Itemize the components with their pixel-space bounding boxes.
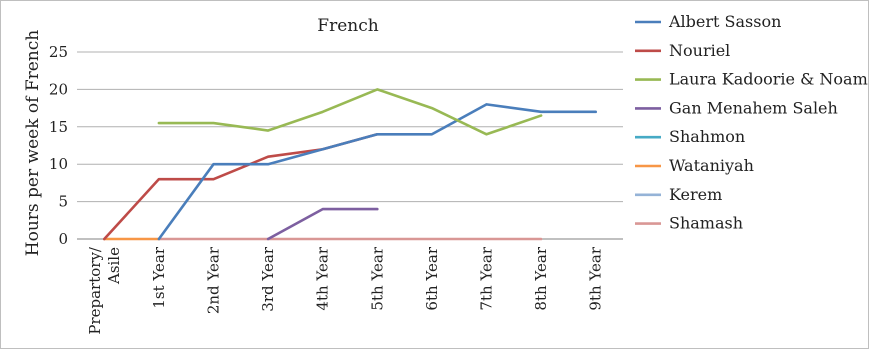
- series-lines: [103, 88, 598, 241]
- legend-label: Nouriel: [669, 41, 730, 60]
- y-tick-label: 10: [49, 155, 68, 173]
- y-axis-ticks: 0 5 10 15 20 25: [49, 43, 68, 248]
- legend-label: Albert Sasson: [668, 12, 781, 31]
- legend-label: Wataniyah: [669, 156, 754, 175]
- x-tick-label-line: Prepartory/: [86, 246, 104, 335]
- x-tick-label-line: Asile: [105, 247, 123, 285]
- x-tick-label: 3rd Year: [259, 246, 277, 312]
- gridlines: [77, 51, 623, 240]
- y-tick-label: 5: [58, 193, 68, 211]
- series-line: [103, 132, 379, 241]
- x-tick-label-line: 4th Year: [314, 246, 332, 310]
- x-tick-label: 4th Year: [314, 246, 332, 310]
- legend-label: Gan Menahem Saleh: [669, 98, 838, 117]
- x-tick-label: 7th Year: [478, 246, 496, 310]
- x-tick-label: 1st Year: [150, 246, 168, 308]
- y-tick-label: 25: [49, 43, 68, 61]
- legend-label: Shahmon: [669, 127, 745, 146]
- x-tick-label-line: 6th Year: [423, 246, 441, 310]
- x-tick-label-line: 2nd Year: [205, 246, 223, 314]
- x-tick-label-line: 1st Year: [150, 246, 168, 308]
- x-tick-label-line: 7th Year: [478, 246, 496, 310]
- x-tick-label: Prepartory/Asile: [86, 246, 123, 335]
- series-line: [157, 103, 598, 241]
- x-tick-label-line: 8th Year: [532, 246, 550, 310]
- y-axis-label: Hours per week of French: [23, 30, 43, 256]
- legend: Albert Sasson Nouriel Laura Kadoorie & Noa…: [635, 12, 868, 233]
- y-tick-label: 0: [58, 230, 68, 248]
- y-tick-label: 20: [49, 80, 68, 98]
- legend-label: Laura Kadoorie & Noam: [669, 70, 868, 89]
- x-tick-label-line: 5th Year: [368, 246, 386, 310]
- x-axis-ticks: Prepartory/Asile 1st Year 2nd Year 3rd Year…: [86, 246, 605, 335]
- chart-title: French: [317, 16, 378, 36]
- x-tick-label-line: 3rd Year: [259, 246, 277, 312]
- legend-label: Shamash: [669, 214, 743, 233]
- x-tick-label: 9th Year: [587, 246, 605, 310]
- x-tick-label: 8th Year: [532, 246, 550, 310]
- x-tick-label: 6th Year: [423, 246, 441, 310]
- legend-label: Kerem: [669, 185, 722, 204]
- x-tick-label-line: 9th Year: [587, 246, 605, 310]
- x-tick-label: 5th Year: [368, 246, 386, 310]
- x-tick-label: 2nd Year: [205, 246, 223, 314]
- y-tick-label: 15: [49, 118, 68, 136]
- series-line: [157, 88, 543, 136]
- series-line: [266, 207, 379, 241]
